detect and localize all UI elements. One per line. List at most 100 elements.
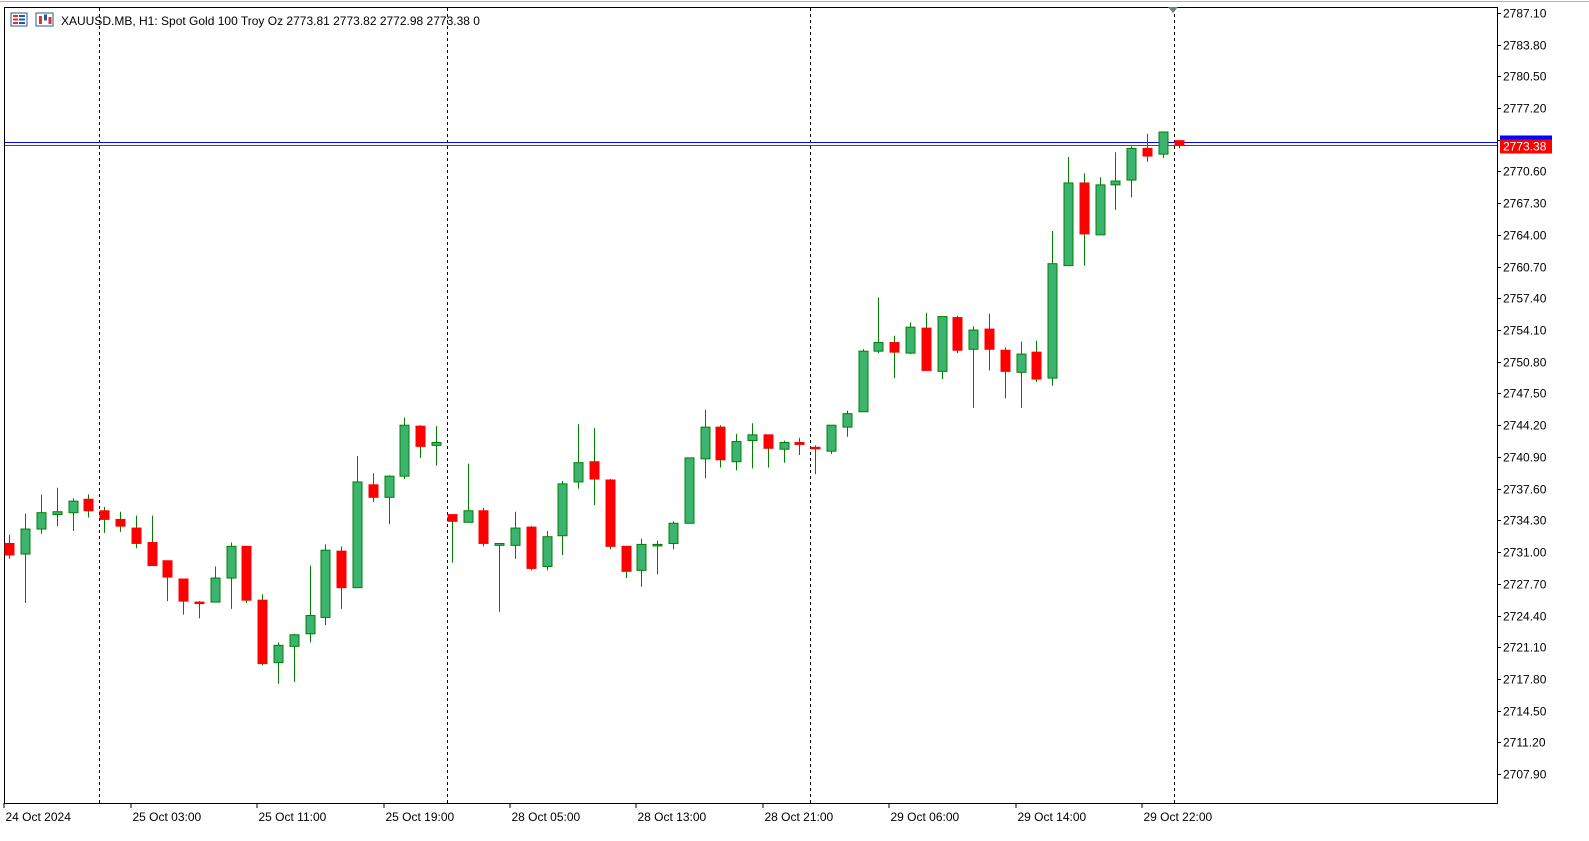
candle [858,349,869,413]
candle [478,507,489,547]
bear-candle-body [336,550,347,589]
candle [257,594,268,666]
plot-area-frame[interactable] [4,7,1498,804]
candle [668,521,679,550]
bear-candle-body [763,434,774,449]
candle [794,437,805,456]
candle [652,540,663,575]
bull-candle-body [1063,182,1074,267]
candle [4,534,15,559]
price-tick-label: 2707.90 [1503,768,1547,782]
candle [1063,157,1074,267]
time-tick-label: 25 Oct 11:00 [259,810,327,824]
time-tick-label: 25 Oct 19:00 [386,810,455,824]
bear-candle-body [178,578,189,602]
bull-candle-body [52,511,63,516]
bull-candle-body [289,634,300,647]
price-lines [5,142,1497,146]
candle [810,445,821,475]
bear-candle-body [589,461,600,480]
bull-candle-body [399,424,410,477]
bear-candle-body [194,601,205,605]
bear-candle-body [368,484,379,498]
candle [99,506,110,533]
candle [763,434,774,468]
candle [573,424,584,489]
candle [52,487,63,527]
price-tick-label: 2770.60 [1503,165,1547,179]
bear-candle-body [526,526,537,569]
trading-terminal-icon[interactable] [10,12,28,27]
price-tick-label: 2724.40 [1503,610,1547,624]
bear-candle-body [952,317,963,351]
bull-candle-body [826,424,837,452]
candle [226,542,237,609]
bull-candle-body [747,434,758,442]
candle [20,513,31,604]
bear-candle-body [4,542,15,556]
bull-candle-body [36,512,47,530]
candle [636,538,647,587]
candle [937,316,948,380]
bear-candle-body [984,328,995,350]
candle [842,410,853,437]
current-price-tag [1500,139,1552,154]
bear-candle-body [889,342,900,353]
chart-shift-marker[interactable] [1168,7,1178,13]
bull-candle-body [273,644,284,664]
candle [178,578,189,615]
bull-candle-body [1158,131,1169,155]
chart-window-icon[interactable] [35,12,54,27]
candle [210,566,221,603]
bull-candle-body [779,442,790,450]
candle [36,494,47,534]
candle [494,542,505,612]
price-tick-label: 2731.00 [1503,546,1547,560]
candle [147,515,158,567]
bull-candle-body [320,549,331,618]
candle [905,322,916,355]
bear-candle-body [621,545,632,572]
bear-candle-body [115,518,126,527]
bull-candle-body [905,326,916,354]
bull-candle-body [652,543,663,547]
bull-candle-body [636,543,647,571]
bear-candle-body [1174,140,1185,146]
candle [1142,133,1153,162]
candle [1079,173,1090,266]
candle [1016,341,1027,408]
bull-candle-body [384,475,395,498]
bear-candle-body [1142,147,1153,157]
candle [68,498,79,531]
time-tick-label: 29 Oct 06:00 [891,810,960,824]
price-axis[interactable]: 2787.102783.802780.502777.202773.902770.… [1497,7,1552,782]
time-tick-label: 29 Oct 14:00 [1018,810,1087,824]
symbol-info-text: XAUUSD.MB, H1: Spot Gold 100 Troy Oz 277… [61,14,480,28]
bull-candle-body [968,329,979,350]
bull-candle-body [1016,353,1027,373]
bull-candle-body [1110,180,1121,186]
bull-candle-body [494,542,505,546]
candle [526,526,537,571]
price-tick-label: 2734.30 [1503,514,1547,528]
price-tick-label: 2744.20 [1503,419,1547,433]
time-tick-label: 28 Oct 13:00 [638,810,707,824]
time-axis[interactable]: 24 Oct 2024 25 Oct 03:00 25 Oct 11:00 25 Oc… [3,803,1213,824]
bull-candle-body [226,545,237,579]
price-tick-label: 2780.50 [1503,70,1547,84]
bear-candle-body [162,560,173,578]
candle [1031,340,1042,382]
time-tick-label: 25 Oct 03:00 [133,810,202,824]
candle [1047,231,1058,386]
candle [131,515,142,549]
price-tick-label: 2740.90 [1503,451,1547,465]
candle [826,424,837,455]
bull-candle-body [842,413,853,428]
price-tick-label: 2721.10 [1503,641,1547,655]
candle [115,511,126,532]
bear-candle-body [1000,349,1011,372]
candle [431,426,442,466]
candle [1174,140,1185,149]
